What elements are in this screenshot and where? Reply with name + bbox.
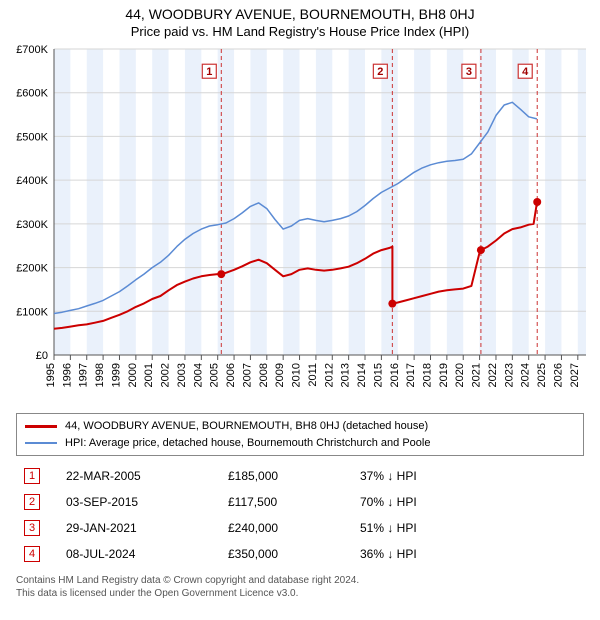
svg-text:1995: 1995 xyxy=(45,363,57,387)
event-price: £117,500 xyxy=(222,490,352,514)
svg-text:2022: 2022 xyxy=(487,363,499,387)
svg-text:£100K: £100K xyxy=(16,306,48,318)
price-chart: £0 £100K £200K £300K £400K £500K £600K £700K 199… xyxy=(0,45,600,405)
svg-text:2009: 2009 xyxy=(274,363,286,387)
event-price: £185,000 xyxy=(222,464,352,488)
legend-swatch xyxy=(25,442,57,444)
svg-text:2006: 2006 xyxy=(225,363,237,387)
svg-text:1997: 1997 xyxy=(78,363,90,387)
svg-text:2025: 2025 xyxy=(536,363,548,387)
legend-box: 44, WOODBURY AVENUE, BOURNEMOUTH, BH8 0H… xyxy=(16,413,584,456)
svg-text:2015: 2015 xyxy=(372,363,384,387)
event-num: 3 xyxy=(18,516,58,540)
svg-text:2005: 2005 xyxy=(209,363,221,387)
event-row: 3 29-JAN-2021£240,00051% ↓ HPI xyxy=(18,516,574,540)
event-date: 22-MAR-2005 xyxy=(60,464,220,488)
page-title: 44, WOODBURY AVENUE, BOURNEMOUTH, BH8 0H… xyxy=(0,0,600,22)
svg-text:1998: 1998 xyxy=(94,363,106,387)
svg-text:2023: 2023 xyxy=(503,363,515,387)
svg-text:2012: 2012 xyxy=(323,363,335,387)
svg-text:£700K: £700K xyxy=(16,45,48,56)
event-badge: 2 xyxy=(24,494,40,510)
event-row: 2 03-SEP-2015£117,50070% ↓ HPI xyxy=(18,490,574,514)
footer-line-2: This data is licensed under the Open Gov… xyxy=(16,587,584,600)
svg-text:2027: 2027 xyxy=(569,363,581,387)
event-hpi-delta: 51% ↓ HPI xyxy=(354,516,574,540)
svg-text:2020: 2020 xyxy=(454,363,466,387)
svg-text:2011: 2011 xyxy=(307,363,319,387)
chart-area: £0 £100K £200K £300K £400K £500K £600K £700K 199… xyxy=(0,45,600,405)
legend-item: 44, WOODBURY AVENUE, BOURNEMOUTH, BH8 0H… xyxy=(25,418,575,435)
svg-text:£300K: £300K xyxy=(16,219,48,231)
event-hpi-delta: 36% ↓ HPI xyxy=(354,542,574,566)
event-badge: 1 xyxy=(24,468,40,484)
legend-swatch xyxy=(25,425,57,428)
svg-text:£500K: £500K xyxy=(16,131,48,143)
svg-text:2010: 2010 xyxy=(291,363,303,387)
svg-text:2017: 2017 xyxy=(405,363,417,387)
legend-label: HPI: Average price, detached house, Bour… xyxy=(65,435,430,452)
event-row: 1 22-MAR-2005£185,00037% ↓ HPI xyxy=(18,464,574,488)
svg-text:2016: 2016 xyxy=(389,363,401,387)
svg-text:£0: £0 xyxy=(36,350,48,362)
events-table: 1 22-MAR-2005£185,00037% ↓ HPI 2 03-SEP-201… xyxy=(16,462,576,568)
svg-text:2013: 2013 xyxy=(340,363,352,387)
svg-text:1: 1 xyxy=(206,66,212,78)
footer-line-1: Contains HM Land Registry data © Crown c… xyxy=(16,574,584,587)
event-price: £350,000 xyxy=(222,542,352,566)
svg-text:2026: 2026 xyxy=(552,363,564,387)
svg-text:£400K: £400K xyxy=(16,175,48,187)
event-date: 03-SEP-2015 xyxy=(60,490,220,514)
svg-text:2: 2 xyxy=(377,66,383,78)
event-num: 1 xyxy=(18,464,58,488)
svg-text:2007: 2007 xyxy=(241,363,253,387)
event-hpi-delta: 37% ↓ HPI xyxy=(354,464,574,488)
svg-text:2014: 2014 xyxy=(356,363,368,387)
svg-text:1999: 1999 xyxy=(110,363,122,387)
event-row: 4 08-JUL-2024£350,00036% ↓ HPI xyxy=(18,542,574,566)
legend-label: 44, WOODBURY AVENUE, BOURNEMOUTH, BH8 0H… xyxy=(65,418,428,435)
event-hpi-delta: 70% ↓ HPI xyxy=(354,490,574,514)
svg-text:3: 3 xyxy=(466,66,472,78)
svg-text:2000: 2000 xyxy=(127,363,139,387)
svg-text:2008: 2008 xyxy=(258,363,270,387)
svg-text:2003: 2003 xyxy=(176,363,188,387)
event-price: £240,000 xyxy=(222,516,352,540)
svg-text:4: 4 xyxy=(522,66,529,78)
event-badge: 4 xyxy=(24,546,40,562)
footer-notice: Contains HM Land Registry data © Crown c… xyxy=(16,574,584,600)
svg-text:2004: 2004 xyxy=(192,363,204,387)
svg-text:2002: 2002 xyxy=(160,363,172,387)
event-num: 4 xyxy=(18,542,58,566)
event-date: 08-JUL-2024 xyxy=(60,542,220,566)
event-date: 29-JAN-2021 xyxy=(60,516,220,540)
event-num: 2 xyxy=(18,490,58,514)
svg-text:2021: 2021 xyxy=(471,363,483,387)
svg-text:2024: 2024 xyxy=(520,363,532,387)
svg-text:£600K: £600K xyxy=(16,88,48,100)
svg-text:2019: 2019 xyxy=(438,363,450,387)
svg-text:2018: 2018 xyxy=(421,363,433,387)
svg-text:2001: 2001 xyxy=(143,363,155,387)
svg-text:£200K: £200K xyxy=(16,263,48,275)
svg-text:1996: 1996 xyxy=(61,363,73,387)
legend-item: HPI: Average price, detached house, Bour… xyxy=(25,435,575,452)
event-badge: 3 xyxy=(24,520,40,536)
page-subtitle: Price paid vs. HM Land Registry's House … xyxy=(0,22,600,45)
